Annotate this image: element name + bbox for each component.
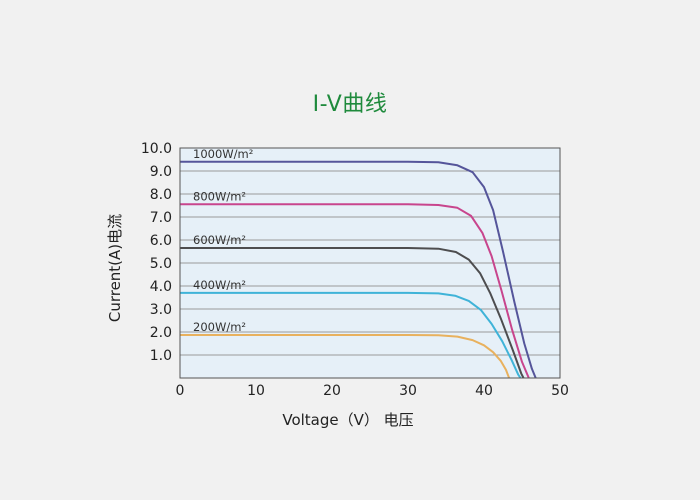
series-label: 200W/m² bbox=[193, 320, 246, 334]
series-label: 400W/m² bbox=[193, 278, 246, 292]
x-tick-label: 40 bbox=[475, 383, 493, 399]
series-label: 800W/m² bbox=[193, 189, 246, 203]
y-tick-label: 1.0 bbox=[150, 348, 172, 364]
x-tick-label: 0 bbox=[176, 383, 185, 399]
x-tick-label: 10 bbox=[247, 383, 265, 399]
series-line bbox=[180, 203, 530, 379]
y-tick-label: 4.0 bbox=[150, 279, 172, 295]
y-axis-label: Current(A)电流 bbox=[106, 214, 124, 322]
series-label: 1000W/m² bbox=[193, 147, 253, 161]
series-label: 600W/m² bbox=[193, 233, 246, 247]
y-tick-label: 6.0 bbox=[150, 233, 172, 249]
series-line bbox=[180, 160, 537, 379]
y-tick-label: 9.0 bbox=[150, 164, 172, 180]
y-tick-label: 5.0 bbox=[150, 256, 172, 272]
x-axis-label: Voltage（V） 电压 bbox=[282, 411, 413, 429]
x-tick-label: 30 bbox=[399, 383, 417, 399]
series-line bbox=[180, 334, 511, 379]
x-tick-label: 20 bbox=[323, 383, 341, 399]
y-tick-label: 7.0 bbox=[150, 210, 172, 226]
chart-title: I-V曲线 bbox=[312, 92, 388, 117]
x-tick-label: 50 bbox=[551, 383, 569, 399]
plot-frame bbox=[179, 147, 561, 379]
y-tick-label: 8.0 bbox=[150, 187, 172, 203]
series-line bbox=[180, 291, 522, 379]
series-line bbox=[180, 247, 525, 379]
y-tick-label: 2.0 bbox=[150, 325, 172, 341]
y-tick-label: 10.0 bbox=[141, 141, 172, 157]
y-tick-label: 3.0 bbox=[150, 302, 172, 318]
